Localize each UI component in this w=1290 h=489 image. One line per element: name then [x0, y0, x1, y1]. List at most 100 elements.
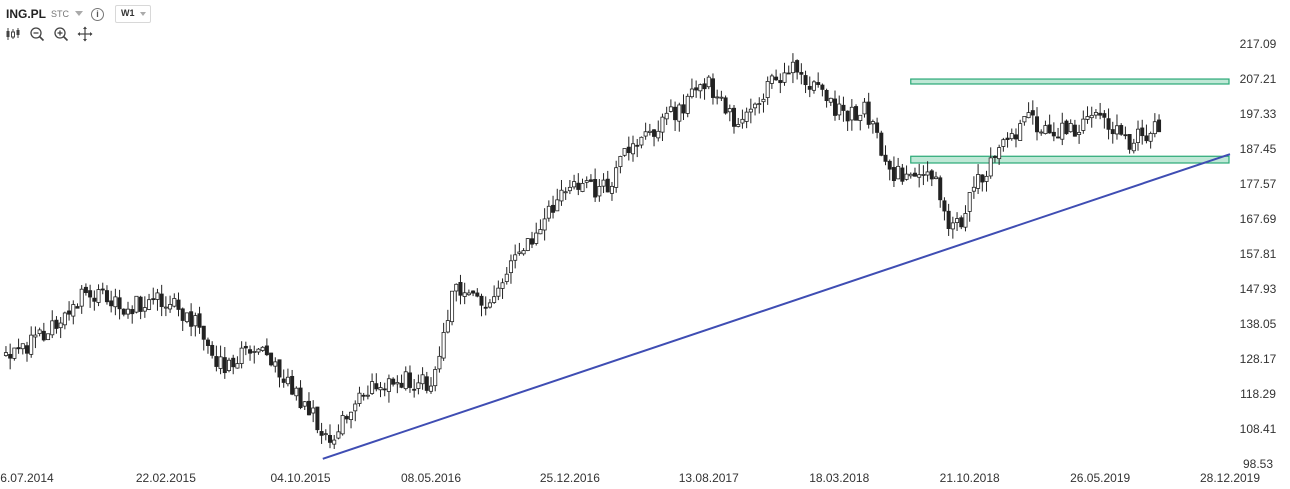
candle-body-down: [424, 376, 429, 391]
candle-body-down: [946, 210, 951, 229]
candle-body-down: [67, 310, 72, 315]
candle: [782, 62, 787, 86]
y-tick-label: 217.09: [1240, 37, 1277, 51]
candle: [16, 338, 21, 354]
candle: [576, 173, 581, 196]
candle: [635, 138, 640, 158]
candle: [374, 373, 379, 392]
candle: [807, 76, 812, 98]
candle-body-up: [113, 296, 118, 308]
candle-body-down: [374, 383, 379, 390]
y-tick-label: 147.93: [1240, 282, 1277, 296]
candle: [1152, 113, 1157, 138]
zoom-out-icon[interactable]: [29, 26, 45, 42]
candle: [555, 188, 560, 212]
candle: [75, 303, 80, 309]
candle-body-up: [580, 183, 585, 192]
candle: [504, 267, 509, 285]
candle-body-down: [1110, 129, 1115, 135]
candle-body-down: [900, 167, 905, 182]
candle: [908, 172, 913, 179]
candle-body-down: [471, 290, 476, 294]
candle: [1089, 106, 1094, 128]
candle: [723, 95, 728, 115]
timeframe-selector[interactable]: W1: [115, 5, 151, 23]
zones-layer: [910, 78, 1230, 164]
candle-body-down: [854, 106, 859, 121]
candle-body-up: [597, 186, 602, 197]
candle-body-up: [1085, 116, 1090, 120]
candle: [407, 365, 412, 393]
candle: [328, 424, 333, 449]
candle: [1009, 128, 1014, 141]
candle: [205, 337, 210, 354]
candle-body-down: [710, 78, 715, 98]
candle: [433, 366, 438, 392]
candle: [41, 322, 46, 342]
candle: [193, 312, 198, 337]
chevron-down-icon[interactable]: [75, 11, 83, 16]
candle-body-up: [656, 130, 661, 139]
candlestick-icon[interactable]: [5, 26, 21, 42]
candle: [248, 345, 253, 361]
candle-body-down: [1013, 134, 1018, 140]
candle: [475, 288, 480, 298]
candle: [437, 346, 442, 373]
candle-body-down: [1030, 110, 1035, 116]
candle-body-up: [908, 173, 913, 177]
candle: [1022, 116, 1027, 126]
candle-body-down: [820, 84, 825, 90]
candle: [567, 179, 572, 195]
candle: [593, 168, 598, 202]
period-selector[interactable]: STC: [51, 9, 69, 19]
candle: [37, 327, 42, 337]
candle: [702, 78, 707, 100]
candle-body-up: [29, 334, 34, 355]
candle-body-down: [891, 167, 896, 182]
x-tick-label: 04.10.2015: [271, 471, 331, 485]
candle: [46, 333, 51, 341]
candle-body-up: [218, 356, 223, 369]
candle: [643, 122, 648, 140]
crosshair-icon[interactable]: [77, 26, 93, 42]
candle-body-up: [668, 106, 673, 112]
candle-body-up: [538, 229, 543, 235]
candle: [450, 290, 455, 326]
candle: [740, 109, 745, 129]
candle-body-up: [365, 394, 370, 397]
candle: [521, 248, 526, 256]
candle-body-down: [992, 156, 997, 158]
candle-body-up: [403, 371, 408, 390]
candle-body-up: [235, 363, 240, 369]
candle-body-down: [281, 378, 286, 383]
candle: [201, 325, 206, 351]
candle: [900, 163, 905, 185]
candle-body-up: [736, 124, 741, 127]
candle-body-up: [757, 103, 762, 105]
candle-body-down: [88, 290, 93, 298]
info-icon[interactable]: i: [91, 8, 104, 21]
candle: [412, 379, 417, 398]
zoom-in-icon[interactable]: [53, 26, 69, 42]
candle-body-up: [963, 213, 968, 228]
candle-body-down: [92, 297, 97, 302]
candle-body-up: [433, 369, 438, 387]
candle-body-up: [689, 88, 694, 98]
candle: [778, 73, 783, 94]
candle: [950, 216, 955, 239]
candle-body-up: [584, 180, 589, 183]
candle: [639, 136, 644, 149]
candle: [870, 119, 875, 134]
symbol-label[interactable]: ING.PL: [6, 7, 47, 21]
candle: [942, 197, 947, 221]
candle-body-up: [147, 299, 152, 310]
candle: [365, 385, 370, 400]
candle-body-up: [504, 273, 509, 282]
candle: [753, 102, 758, 116]
candle: [1018, 119, 1023, 141]
candle: [706, 75, 711, 90]
candle-body-up: [858, 114, 863, 122]
candle-body-down: [8, 353, 13, 359]
candle: [340, 410, 345, 436]
